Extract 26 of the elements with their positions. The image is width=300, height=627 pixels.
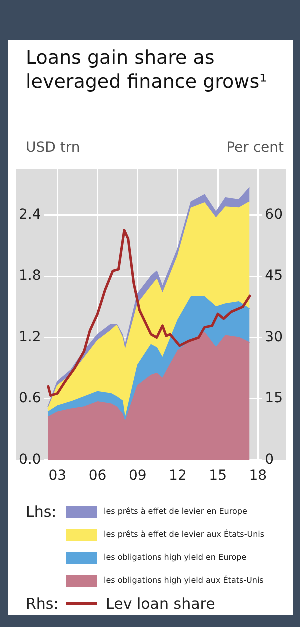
y2-tick-label: 15 xyxy=(265,390,284,407)
chart-title: Loans gain share as leveraged finance grows¹ xyxy=(26,46,268,94)
y-tick-label: 1.2 xyxy=(19,329,42,346)
y-tick-label: 0.0 xyxy=(19,452,42,468)
y2-tick-label: 45 xyxy=(265,268,284,284)
x-tick-label: 06 xyxy=(88,468,107,484)
y2-tick-label: 60 xyxy=(265,206,284,223)
y-axis-title: USD trn xyxy=(26,140,80,156)
x-tick-label: 12 xyxy=(169,468,187,484)
legend-label: les obligations high yield en Europe xyxy=(104,553,247,562)
x-tick-label: 18 xyxy=(249,468,268,484)
y2-tick-label: 0 xyxy=(265,452,274,468)
legend-label: Lev loan share xyxy=(106,594,216,612)
legend-label: les prêts à effet de levier aux États-Unis xyxy=(104,530,265,539)
x-tick-label: 15 xyxy=(209,468,227,484)
y2-tick-label: 30 xyxy=(265,329,284,346)
y-tick-label: 0.6 xyxy=(19,390,42,407)
y-tick-label: 2.4 xyxy=(19,206,42,223)
text: Lhs: xyxy=(26,502,58,520)
x-tick-label: 03 xyxy=(48,468,67,484)
y-tick-label: 1.8 xyxy=(19,268,42,284)
x-tick-label: 09 xyxy=(128,468,147,484)
legend-label: les prêts à effet de levier en Europe xyxy=(104,507,248,516)
text: Rhs: xyxy=(26,594,60,612)
y2-axis-title: Per cent xyxy=(226,140,284,156)
legend-label: les obligations high yield aux États-Unis xyxy=(104,576,264,585)
